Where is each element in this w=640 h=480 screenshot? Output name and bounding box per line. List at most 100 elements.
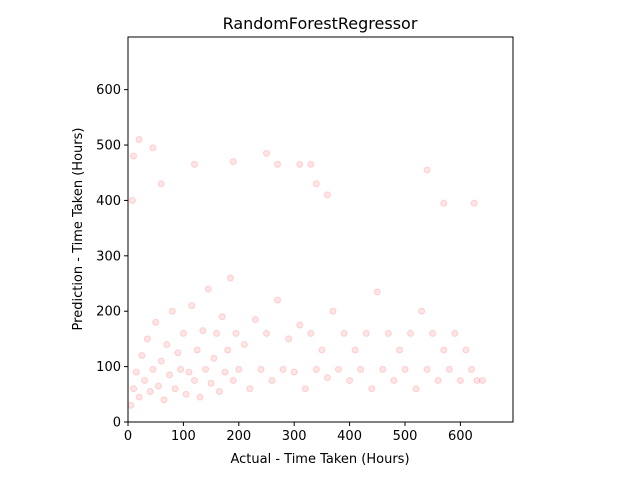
scatter-point	[301, 385, 309, 393]
scatter-point	[351, 346, 359, 354]
scatter-point	[221, 368, 229, 376]
scatter-point	[160, 396, 168, 404]
scatter-point	[204, 285, 212, 293]
scatter-point	[473, 376, 481, 384]
scatter-point	[157, 180, 165, 188]
y-tick-label: 0	[113, 416, 121, 431]
scatter-point	[470, 199, 478, 207]
scatter-point	[199, 327, 207, 335]
y-tick-label: 500	[96, 139, 121, 154]
x-tick-label: 500	[393, 429, 418, 444]
scatter-point	[467, 365, 475, 373]
scatter-point	[257, 365, 265, 373]
scatter-point	[379, 365, 387, 373]
scatter-point	[232, 329, 240, 337]
scatter-point	[296, 321, 304, 329]
scatter-point	[329, 307, 337, 315]
scatter-point	[149, 365, 157, 373]
scatter-point	[128, 196, 136, 204]
scatter-point	[182, 390, 190, 398]
scatter-point	[229, 158, 237, 166]
scatter-point	[251, 316, 259, 324]
scatter-point	[335, 365, 343, 373]
scatter-point	[312, 180, 320, 188]
chart-title: RandomForestRegressor	[223, 14, 418, 33]
y-tick-label: 400	[96, 194, 121, 209]
scatter-point	[262, 149, 270, 157]
x-tick-label: 200	[226, 429, 251, 444]
scatter-point	[307, 160, 315, 168]
scatter-point	[312, 365, 320, 373]
scatter-point	[146, 388, 154, 396]
scatter-point	[168, 307, 176, 315]
scatter-point	[362, 329, 370, 337]
scatter-point	[323, 191, 331, 199]
x-axis-title: Actual - Time Taken (Hours)	[230, 452, 409, 467]
scatter-point	[141, 376, 149, 384]
scatter-point	[290, 368, 298, 376]
scatter-point	[179, 329, 187, 337]
scatter-point	[218, 313, 226, 321]
scatter-point	[445, 365, 453, 373]
y-tick-label: 100	[96, 360, 121, 375]
scatter-point	[177, 365, 185, 373]
scatter-point	[268, 376, 276, 384]
scatter-point	[368, 385, 376, 393]
scatter-point	[190, 160, 198, 168]
scatter-point	[279, 365, 287, 373]
scatter-point	[240, 340, 248, 348]
scatter-point	[130, 152, 138, 160]
scatter-point	[451, 329, 459, 337]
x-tick-label: 300	[282, 429, 307, 444]
y-tick-label: 600	[96, 83, 121, 98]
scatter-point	[384, 329, 392, 337]
scatter-point	[401, 365, 409, 373]
plot-frame	[127, 36, 514, 423]
scatter-point	[132, 368, 140, 376]
scatter-point	[235, 365, 243, 373]
scatter-point	[143, 335, 151, 343]
y-axis: 0 100 200 300 400 500 600	[96, 83, 128, 431]
scatter-point	[188, 302, 196, 310]
x-tick-label: 100	[171, 429, 196, 444]
scatter-point	[226, 274, 234, 282]
scatter-point	[285, 335, 293, 343]
scatter-point	[395, 346, 403, 354]
x-tick-label: 600	[448, 429, 473, 444]
scatter-point	[138, 352, 146, 360]
scatter-point	[135, 135, 143, 143]
y-axis-title: Prediction - Time Taken (Hours)	[71, 128, 86, 331]
scatter-point	[274, 296, 282, 304]
y-tick-label: 200	[96, 305, 121, 320]
scatter-point	[135, 393, 143, 401]
scatter-point	[434, 376, 442, 384]
scatter-point	[323, 374, 331, 382]
y-tick-label: 300	[96, 249, 121, 264]
scatter-point	[174, 349, 182, 357]
scatter-point	[202, 365, 210, 373]
scatter-point	[224, 346, 232, 354]
scatter-point	[462, 346, 470, 354]
x-axis: 0 100 200 300 400 500 600	[124, 422, 473, 444]
scatter-point	[346, 376, 354, 384]
scatter-point	[207, 379, 215, 387]
scatter-point	[163, 340, 171, 348]
x-tick-label: 0	[124, 429, 132, 444]
scatter-point	[149, 144, 157, 152]
scatter-point	[152, 318, 160, 326]
scatter-point	[440, 199, 448, 207]
scatter-point	[229, 376, 237, 384]
scatter-point	[213, 329, 221, 337]
points-layer	[127, 135, 487, 409]
scatter-point	[412, 385, 420, 393]
x-tick-label: 400	[337, 429, 362, 444]
scatter-point	[215, 388, 223, 396]
scatter-point	[210, 354, 218, 362]
scatter-point	[429, 329, 437, 337]
scatter-point	[166, 371, 174, 379]
scatter-point	[456, 376, 464, 384]
scatter-point	[274, 160, 282, 168]
scatter-point	[440, 346, 448, 354]
scatter-point	[357, 365, 365, 373]
